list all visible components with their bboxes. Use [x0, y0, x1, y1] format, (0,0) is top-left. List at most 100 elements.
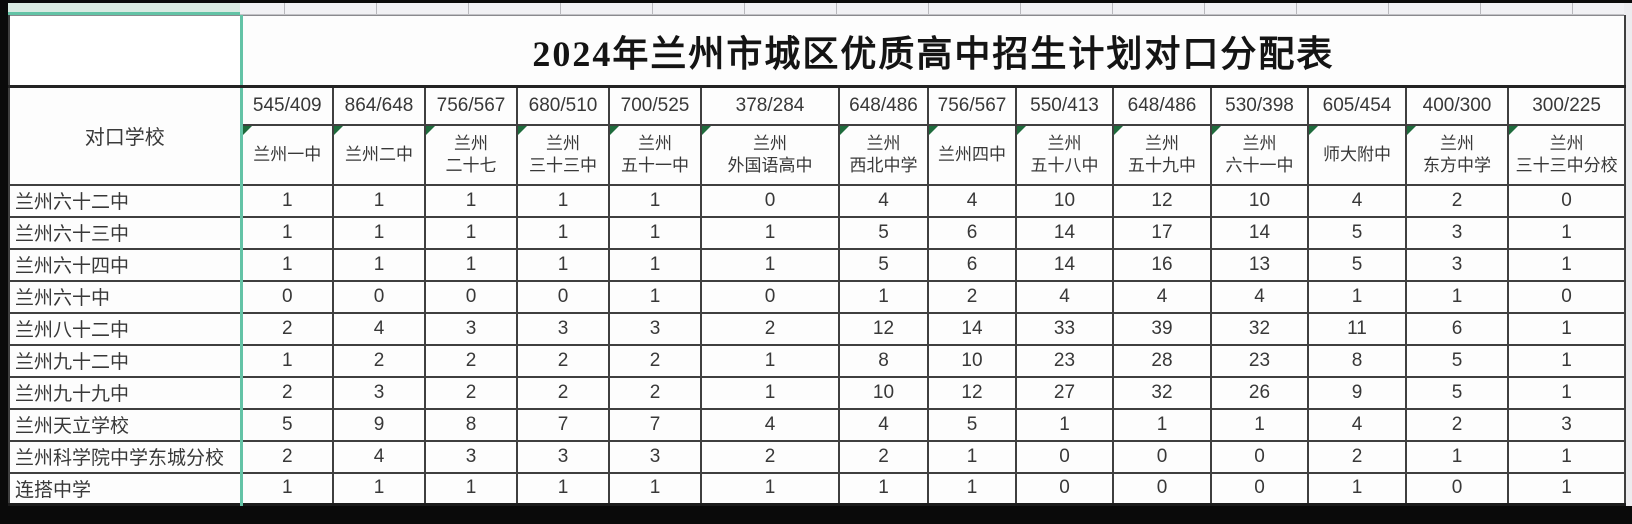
- value-cell[interactable]: 2: [424, 375, 518, 410]
- value-cell[interactable]: 28: [1112, 343, 1212, 378]
- value-cell[interactable]: 1: [1506, 471, 1627, 506]
- school-name-cell[interactable]: 师大附中: [1307, 123, 1407, 186]
- row-label-cell[interactable]: 兰州六十中: [8, 279, 243, 314]
- value-cell[interactable]: 0: [1112, 439, 1212, 474]
- value-cell[interactable]: 17: [1112, 215, 1212, 250]
- school-name-cell[interactable]: 兰州 三十三中: [516, 123, 610, 186]
- school-name-cell[interactable]: 兰州 五十九中: [1112, 123, 1212, 186]
- school-name-cell[interactable]: 兰州 外国语高中: [700, 123, 840, 186]
- value-cell[interactable]: 26: [1210, 375, 1309, 410]
- value-cell[interactable]: 1: [1506, 247, 1627, 282]
- value-cell[interactable]: 1: [1506, 375, 1627, 410]
- value-cell[interactable]: 5: [240, 407, 334, 442]
- value-cell[interactable]: 0: [1210, 471, 1309, 506]
- value-cell[interactable]: 1: [424, 183, 518, 218]
- value-cell[interactable]: 1: [516, 247, 610, 282]
- school-score-cell[interactable]: 700/525: [608, 85, 702, 126]
- school-score-cell[interactable]: 605/454: [1307, 85, 1407, 126]
- school-name-cell[interactable]: 兰州二中: [332, 123, 426, 186]
- row-label-cell[interactable]: 兰州六十四中: [8, 247, 243, 282]
- value-cell[interactable]: 9: [332, 407, 426, 442]
- value-cell[interactable]: 2: [424, 343, 518, 378]
- value-cell[interactable]: 3: [608, 311, 702, 346]
- value-cell[interactable]: 12: [838, 311, 929, 346]
- value-cell[interactable]: 1: [608, 279, 702, 314]
- school-score-cell[interactable]: 545/409: [240, 85, 334, 126]
- school-score-cell[interactable]: 648/486: [1112, 85, 1212, 126]
- school-score-cell[interactable]: 680/510: [516, 85, 610, 126]
- value-cell[interactable]: 2: [1405, 407, 1509, 442]
- value-cell[interactable]: 8: [424, 407, 518, 442]
- value-cell[interactable]: 1: [332, 183, 426, 218]
- value-cell[interactable]: 1: [240, 471, 334, 506]
- value-cell[interactable]: 5: [838, 215, 929, 250]
- value-cell[interactable]: 6: [927, 247, 1017, 282]
- value-cell[interactable]: 1: [424, 247, 518, 282]
- value-cell[interactable]: 12: [1112, 183, 1212, 218]
- value-cell[interactable]: 0: [700, 183, 840, 218]
- value-cell[interactable]: 2: [240, 311, 334, 346]
- value-cell[interactable]: 7: [516, 407, 610, 442]
- value-cell[interactable]: 1: [608, 183, 702, 218]
- value-cell[interactable]: 1: [516, 471, 610, 506]
- school-score-cell[interactable]: 756/567: [424, 85, 518, 126]
- value-cell[interactable]: 0: [1506, 279, 1627, 314]
- value-cell[interactable]: 6: [927, 215, 1017, 250]
- row-label-cell[interactable]: 兰州八十二中: [8, 311, 243, 346]
- school-score-cell[interactable]: 756/567: [927, 85, 1017, 126]
- value-cell[interactable]: 2: [1307, 439, 1407, 474]
- value-cell[interactable]: 1: [927, 439, 1017, 474]
- value-cell[interactable]: 2: [332, 343, 426, 378]
- value-cell[interactable]: 32: [1112, 375, 1212, 410]
- value-cell[interactable]: 2: [927, 279, 1017, 314]
- value-cell[interactable]: 16: [1112, 247, 1212, 282]
- value-cell[interactable]: 3: [1405, 247, 1509, 282]
- value-cell[interactable]: 5: [838, 247, 929, 282]
- value-cell[interactable]: 2: [240, 439, 334, 474]
- school-score-cell[interactable]: 378/284: [700, 85, 840, 126]
- value-cell[interactable]: 2: [838, 439, 929, 474]
- value-cell[interactable]: 5: [1307, 247, 1407, 282]
- value-cell[interactable]: 10: [1015, 183, 1114, 218]
- value-cell[interactable]: 0: [516, 279, 610, 314]
- school-name-cell[interactable]: 兰州 西北中学: [838, 123, 929, 186]
- value-cell[interactable]: 1: [240, 247, 334, 282]
- value-cell[interactable]: 1: [424, 471, 518, 506]
- value-cell[interactable]: 13: [1210, 247, 1309, 282]
- value-cell[interactable]: 5: [1405, 375, 1509, 410]
- corner-empty-cell[interactable]: [8, 15, 243, 88]
- value-cell[interactable]: 1: [1506, 311, 1627, 346]
- value-cell[interactable]: 0: [332, 279, 426, 314]
- school-name-cell[interactable]: 兰州 二十七: [424, 123, 518, 186]
- value-cell[interactable]: 4: [1015, 279, 1114, 314]
- value-cell[interactable]: 3: [424, 439, 518, 474]
- value-cell[interactable]: 27: [1015, 375, 1114, 410]
- value-cell[interactable]: 8: [1307, 343, 1407, 378]
- row-label-cell[interactable]: 连搭中学: [8, 471, 243, 506]
- school-name-cell[interactable]: 兰州一中: [240, 123, 334, 186]
- school-name-cell[interactable]: 兰州 六十一中: [1210, 123, 1309, 186]
- value-cell[interactable]: 1: [1210, 407, 1309, 442]
- value-cell[interactable]: 14: [927, 311, 1017, 346]
- value-cell[interactable]: 4: [1307, 183, 1407, 218]
- value-cell[interactable]: 4: [332, 311, 426, 346]
- value-cell[interactable]: 3: [516, 311, 610, 346]
- value-cell[interactable]: 23: [1210, 343, 1309, 378]
- row-label-cell[interactable]: 兰州九十二中: [8, 343, 243, 378]
- value-cell[interactable]: 33: [1015, 311, 1114, 346]
- value-cell[interactable]: 1: [516, 183, 610, 218]
- value-cell[interactable]: 39: [1112, 311, 1212, 346]
- value-cell[interactable]: 14: [1015, 247, 1114, 282]
- value-cell[interactable]: 1: [608, 471, 702, 506]
- value-cell[interactable]: 3: [424, 311, 518, 346]
- value-cell[interactable]: 4: [700, 407, 840, 442]
- value-cell[interactable]: 2: [240, 375, 334, 410]
- value-cell[interactable]: 0: [240, 279, 334, 314]
- value-cell[interactable]: 14: [1210, 215, 1309, 250]
- value-cell[interactable]: 3: [608, 439, 702, 474]
- value-cell[interactable]: 1: [332, 247, 426, 282]
- value-cell[interactable]: 14: [1015, 215, 1114, 250]
- value-cell[interactable]: 5: [927, 407, 1017, 442]
- school-name-cell[interactable]: 兰州 五十一中: [608, 123, 702, 186]
- value-cell[interactable]: 2: [1405, 183, 1509, 218]
